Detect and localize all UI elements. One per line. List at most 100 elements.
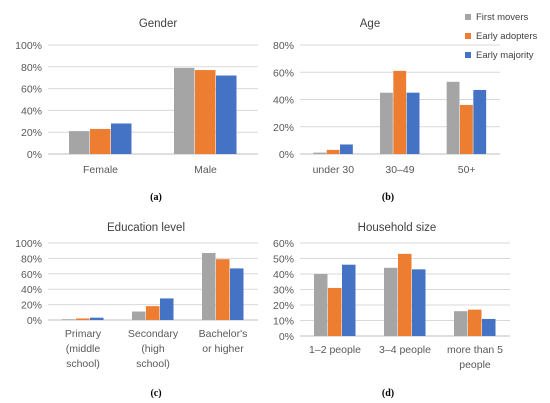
chart-title: Gender: [139, 18, 178, 30]
bar-early-adopters: [398, 253, 412, 336]
y-tick-label: 50%: [273, 254, 294, 266]
y-tick-label: 100%: [15, 40, 42, 52]
legend-label-first-movers: First movers: [476, 12, 529, 23]
y-tick-label: 80%: [21, 62, 42, 74]
x-category-label: 30–49: [385, 164, 414, 176]
x-category-labels: 1–2 people 3–4 people more than 5 people: [309, 344, 503, 371]
panel-label: (a): [150, 192, 162, 203]
x-category-label: 50+: [458, 164, 476, 176]
bar-early-adopters: [146, 306, 160, 320]
y-tick-label: 40%: [21, 284, 42, 296]
bar-first-movers: [174, 67, 195, 154]
y-tick-label: 80%: [21, 253, 42, 265]
y-tick-label: 40%: [273, 269, 294, 281]
y-tick-label: 60%: [21, 269, 42, 281]
legend-swatch-early-adopters: [465, 33, 471, 39]
bar-first-movers: [454, 311, 468, 336]
bar-first-movers: [132, 311, 146, 320]
x-category-label: more than 5 people: [447, 344, 503, 371]
bars: [313, 70, 487, 154]
panel-label: (b): [382, 192, 394, 203]
y-tick-label: 40%: [21, 105, 42, 117]
y-tick-label: 0%: [279, 331, 294, 343]
bars: [69, 67, 237, 154]
bar-early-majority: [160, 298, 174, 320]
x-category-label: 3–4 people: [379, 344, 431, 356]
bar-first-movers: [314, 274, 328, 336]
y-tick-label: 0%: [27, 315, 42, 327]
chart-household-size: Household size 0% 10% 20% 30% 40% 50% 60% 1–2 …: [273, 222, 510, 399]
legend-label-early-majority: Early majority: [476, 50, 534, 61]
bar-early-majority: [342, 264, 356, 336]
bar-early-majority: [473, 89, 487, 154]
y-tick-label: 20%: [21, 127, 42, 139]
bar-early-adopters: [195, 70, 216, 154]
x-category-label: under 30: [313, 164, 355, 176]
bar-first-movers: [313, 152, 327, 154]
bar-first-movers: [62, 319, 76, 320]
legend-swatch-first-movers: [465, 14, 471, 20]
y-tick-label: 0%: [27, 149, 42, 161]
bar-early-majority: [216, 75, 237, 154]
chart-title: Household size: [358, 222, 437, 234]
y-tick-label: 20%: [273, 122, 294, 134]
bar-first-movers: [446, 81, 460, 154]
bar-early-adopters: [468, 309, 482, 336]
legend-label-early-adopters: Early adopters: [476, 31, 538, 42]
chart-title: Education level: [107, 222, 185, 234]
x-category-label: Bachelor's or higher: [199, 328, 248, 355]
bar-early-adopters: [216, 259, 230, 320]
chart-age: Age 0% 20% 40% 60% 80% under 30 30–49 50+ (b): [273, 18, 500, 203]
y-tick-label: 10%: [273, 316, 294, 328]
y-tick-label: 20%: [273, 300, 294, 312]
x-category-label: Female: [83, 164, 118, 176]
bar-early-adopters: [76, 318, 90, 320]
x-category-label: Primary (middle school): [65, 328, 102, 370]
bar-early-majority: [90, 317, 104, 320]
bar-early-adopters: [326, 149, 340, 154]
bar-early-majority: [111, 123, 132, 154]
x-category-labels: Primary (middle school) Secondary (high schoo…: [65, 328, 247, 370]
y-tick-labels: 0% 20% 40% 60% 80%: [273, 40, 294, 161]
x-category-labels: under 30 30–49 50+: [313, 164, 476, 176]
legend: First movers Early adopters Early majori…: [465, 12, 538, 61]
y-tick-label: 100%: [15, 238, 42, 250]
y-tick-label: 20%: [21, 300, 42, 312]
bar-first-movers: [202, 253, 216, 320]
bar-early-majority: [406, 92, 420, 154]
panel-label: (d): [382, 388, 394, 399]
bars: [314, 253, 496, 336]
panel-label: (c): [150, 388, 161, 399]
bar-first-movers: [69, 131, 90, 154]
y-tick-labels: 0% 10% 20% 30% 40% 50% 60%: [273, 238, 294, 343]
bar-early-adopters: [460, 104, 473, 154]
y-tick-label: 0%: [279, 149, 294, 161]
bar-early-majority: [340, 144, 353, 154]
x-category-labels: Female Male: [83, 164, 217, 176]
y-tick-label: 60%: [273, 67, 294, 79]
bar-early-adopters: [328, 287, 342, 336]
x-category-label: Male: [194, 164, 217, 176]
x-category-label: Secondary (high school): [128, 328, 179, 370]
y-tick-label: 40%: [273, 95, 294, 107]
chart-title: Age: [360, 18, 380, 30]
legend-swatch-early-majority: [465, 52, 471, 58]
y-tick-labels: 0% 20% 40% 60% 80% 100%: [15, 40, 42, 161]
y-tick-label: 60%: [273, 238, 294, 250]
bars: [62, 253, 244, 320]
y-tick-labels: 0% 20% 40% 60% 80% 100%: [15, 238, 42, 327]
x-category-label: 1–2 people: [309, 344, 361, 356]
bar-early-adopters: [393, 70, 407, 154]
y-tick-label: 80%: [273, 40, 294, 52]
y-tick-label: 60%: [21, 84, 42, 96]
bar-early-majority: [412, 269, 426, 336]
y-tick-label: 30%: [273, 285, 294, 297]
chart-gender: Gender 0% 20% 40% 60% 80% 100% Female Male (a): [15, 18, 258, 203]
chart-education-level: Education level 0% 20% 40% 60% 80% 100% Prima…: [15, 222, 258, 399]
bar-early-majority: [230, 268, 244, 320]
bar-first-movers: [384, 267, 398, 336]
bar-first-movers: [380, 92, 393, 154]
bar-early-adopters: [90, 128, 111, 154]
bar-early-majority: [482, 318, 496, 336]
